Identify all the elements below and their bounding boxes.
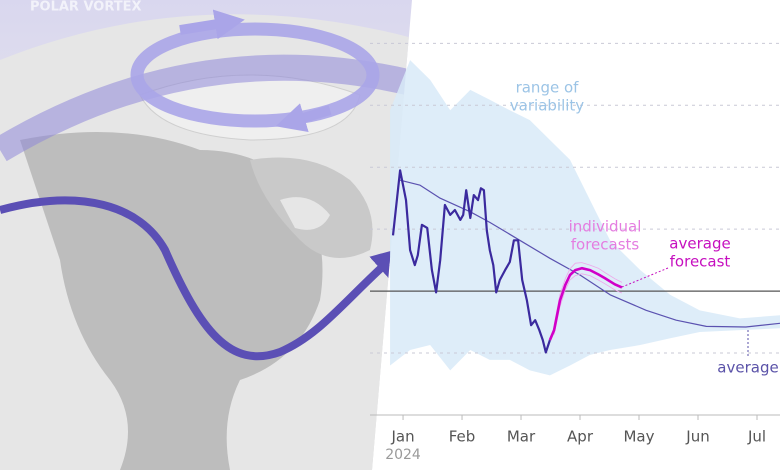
illustration-label: POLAR VORTEX xyxy=(30,0,142,15)
x-tick-label: Feb xyxy=(449,428,476,446)
map-illustration: POLAR VORTEX xyxy=(0,0,412,470)
x-tick-label: May xyxy=(623,428,654,446)
series-line xyxy=(399,179,780,328)
annotation: forecasts xyxy=(571,236,640,254)
chart: Jan Feb Mar Apr May Jun Jul 2024 range ofvariabi… xyxy=(370,42,780,463)
range-band xyxy=(390,60,780,376)
annotation: variability xyxy=(510,97,585,115)
x-tick-label: Jul xyxy=(747,428,766,446)
annotation: average xyxy=(717,359,778,377)
x-tick-label: Mar xyxy=(507,428,536,446)
series-line xyxy=(391,169,551,354)
annotation: forecast xyxy=(670,253,731,271)
x-sublabel: 2024 xyxy=(385,447,421,463)
series-line xyxy=(553,262,623,326)
annotation: range of xyxy=(516,79,580,97)
annotation: individual xyxy=(569,218,642,236)
x-tick-label: Jun xyxy=(685,428,709,446)
x-tick-label: Jan xyxy=(390,428,414,446)
series-line xyxy=(553,273,623,335)
annotation-leader xyxy=(621,267,669,288)
annotation: average xyxy=(669,235,730,253)
series-line xyxy=(548,266,623,341)
x-tick-label: Apr xyxy=(567,428,594,446)
